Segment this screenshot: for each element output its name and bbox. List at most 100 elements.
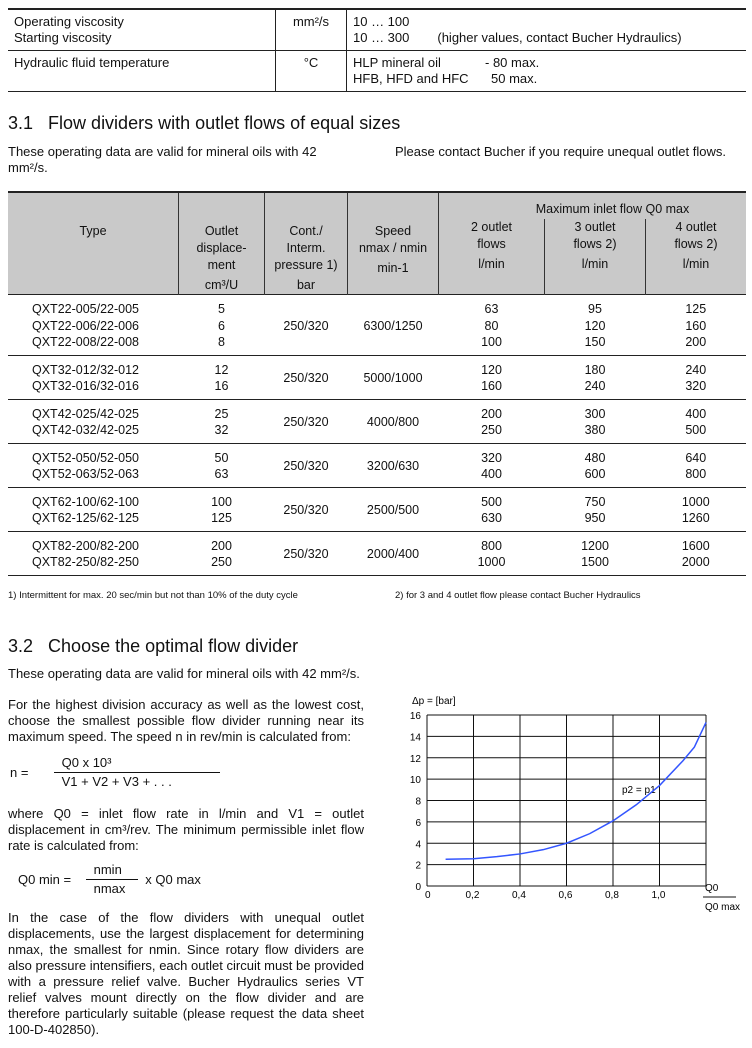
cell-value: 100 (211, 494, 232, 509)
value: 10 … 300 (353, 30, 410, 45)
cell-value: QXT22-006/22-006 (32, 318, 140, 333)
cell-value: QXT42-032/42-025 (32, 423, 140, 437)
cell-f3: 480 600 (545, 443, 646, 487)
spec-table: Operating viscosity Starting viscosity mm… (8, 8, 746, 92)
paragraph-3: In the case of the flow dividers with un… (8, 910, 364, 1037)
cell-value: QXT82-250/82-250 (32, 555, 140, 569)
cell-f3: 95 120 150 (545, 295, 646, 356)
cell-value: 200 (481, 406, 502, 421)
cell-value: 160 (685, 318, 707, 333)
x-tick-label: 0,8 (605, 890, 619, 901)
cell-value: 600 (584, 467, 606, 481)
cell-f2: 320 400 (439, 443, 545, 487)
cell-value: 800 (481, 538, 502, 553)
table-row-group: QXT22-005/22-005 QXT22-006/22-006 QXT22-00… (8, 294, 747, 356)
intro: These operating data are valid for miner… (8, 666, 360, 681)
cell-disp: 5 6 8 (179, 295, 265, 356)
cell-f2: 500 630 (439, 487, 545, 531)
cell-types: QXT22-005/22-005 QXT22-006/22-006 QXT22-00… (8, 295, 179, 356)
label: Operating viscosity (14, 14, 124, 29)
header-pressure: Cont./Interm. pressure 1) bar (264, 192, 348, 295)
cell-f4: 240 320 (646, 355, 747, 399)
cell-value: 1200 (581, 538, 609, 553)
header-2-outlet: 2 outlet flows l/min (438, 219, 545, 295)
cell-value: QXT82-200/82-200 (32, 538, 140, 553)
x-axis-label-denominator: Q0 max (705, 902, 740, 913)
cell-value: 630 (481, 511, 502, 525)
y-axis-label: Δp = [bar] (412, 696, 456, 707)
flow-divider-table: Type Outlet displace-ment cm³/U Cont./Inte… (8, 191, 746, 576)
unit: mm²/s (275, 9, 347, 51)
cell-value: 250 (481, 423, 502, 437)
unit: °C (275, 50, 347, 92)
cell-value: QXT52-050/52-050 (32, 450, 140, 465)
cell-value: QXT52-063/52-063 (32, 467, 140, 481)
cell-types: QXT52-050/52-050 QXT52-063/52-063 (8, 443, 179, 487)
cell-value: 400 (481, 467, 502, 481)
series-line (445, 722, 707, 861)
cell-value: 12 (214, 362, 229, 377)
cell-f2: 63 80 100 (439, 295, 545, 356)
table-row-group: QXT42-025/42-025 QXT42-032/42-025 25 32 250/… (8, 399, 746, 443)
value: 10 … 100 (353, 14, 410, 29)
y-tick-label: 0 (415, 882, 421, 893)
cell-disp: 12 16 (179, 355, 265, 399)
cell-value: 5 (218, 302, 225, 316)
value: HFB, HFD and HFC (353, 71, 469, 86)
cell-f4: 1600 2000 (646, 531, 747, 575)
cell-disp: 50 63 (179, 443, 265, 487)
cell-value: 100 (481, 335, 502, 349)
cell-types: QXT32-012/32-012 QXT32-016/32-016 (8, 355, 179, 399)
cell-value: 63 (214, 467, 229, 481)
cell-f4: 400 500 (646, 399, 747, 443)
cell-f3: 750 950 (545, 487, 646, 531)
cell-value: QXT42-025/42-025 (32, 406, 140, 421)
cell-value: 500 (481, 494, 502, 509)
cell-value: 480 (584, 450, 606, 465)
x-axis-label-numerator: Q0 (705, 883, 719, 894)
cell-f4: 125 160 200 (646, 295, 747, 356)
y-tick-label: 4 (415, 839, 421, 850)
section-3-1-heading: 3.1 Flow dividers with outlet flows of e… (8, 113, 401, 133)
cell-f2: 200 250 (439, 399, 545, 443)
cell-pressure: 250/320 (283, 370, 329, 385)
cell-f4: 1000 1260 (646, 487, 747, 531)
x-tick-label: 0,4 (512, 890, 526, 901)
value: HLP mineral oil (353, 55, 441, 70)
cell-value: QXT22-005/22-005 (32, 302, 140, 316)
cell-value: QXT32-012/32-012 (32, 362, 140, 377)
cell-types: QXT82-200/82-200 QXT82-250/82-250 (8, 531, 179, 575)
cell-speed: 4000/800 (366, 414, 420, 429)
cell-value: 380 (584, 423, 606, 437)
cell-value: 200 (685, 335, 707, 349)
cell-value: QXT22-008/22-008 (32, 335, 140, 349)
cell-value: 160 (481, 379, 502, 393)
cell-pressure: 250/320 (283, 502, 329, 517)
cell-value: 1600 (681, 538, 710, 553)
cell-value: 6 (218, 318, 225, 333)
x-tick-label: 0,6 (559, 890, 573, 901)
intro-right: Please contact Bucher if you require une… (395, 144, 726, 159)
cell-value: 320 (685, 379, 707, 393)
note: (higher values, contact Bucher Hydraulic… (437, 30, 682, 45)
cell-value: 750 (584, 494, 606, 509)
cell-value: 125 (211, 511, 232, 525)
cell-speed: 2000/400 (366, 546, 420, 561)
cell-value: 400 (685, 406, 707, 421)
cell-pressure: 250/320 (283, 546, 329, 561)
y-tick-label: 2 (415, 861, 421, 872)
paragraph-1: For the highest division accuracy as wel… (8, 697, 364, 744)
cell-value: 250 (211, 555, 232, 569)
cell-value: 150 (584, 335, 606, 349)
cell-value: 1000 (681, 494, 710, 509)
header-max-inlet-flow: Maximum inlet flow Q0 max (438, 192, 746, 220)
cell-value: 63 (484, 302, 499, 316)
cell-value: 1000 (477, 555, 506, 569)
cell-disp: 25 32 (179, 399, 265, 443)
x-tick-label: 0,2 (466, 890, 480, 901)
cell-speed: 3200/630 (366, 458, 420, 473)
cell-f2: 120 160 (439, 355, 545, 399)
cell-value: 1260 (681, 511, 710, 525)
cell-pressure: 250/320 (283, 318, 329, 333)
cell-pressure: 250/320 (283, 414, 329, 429)
